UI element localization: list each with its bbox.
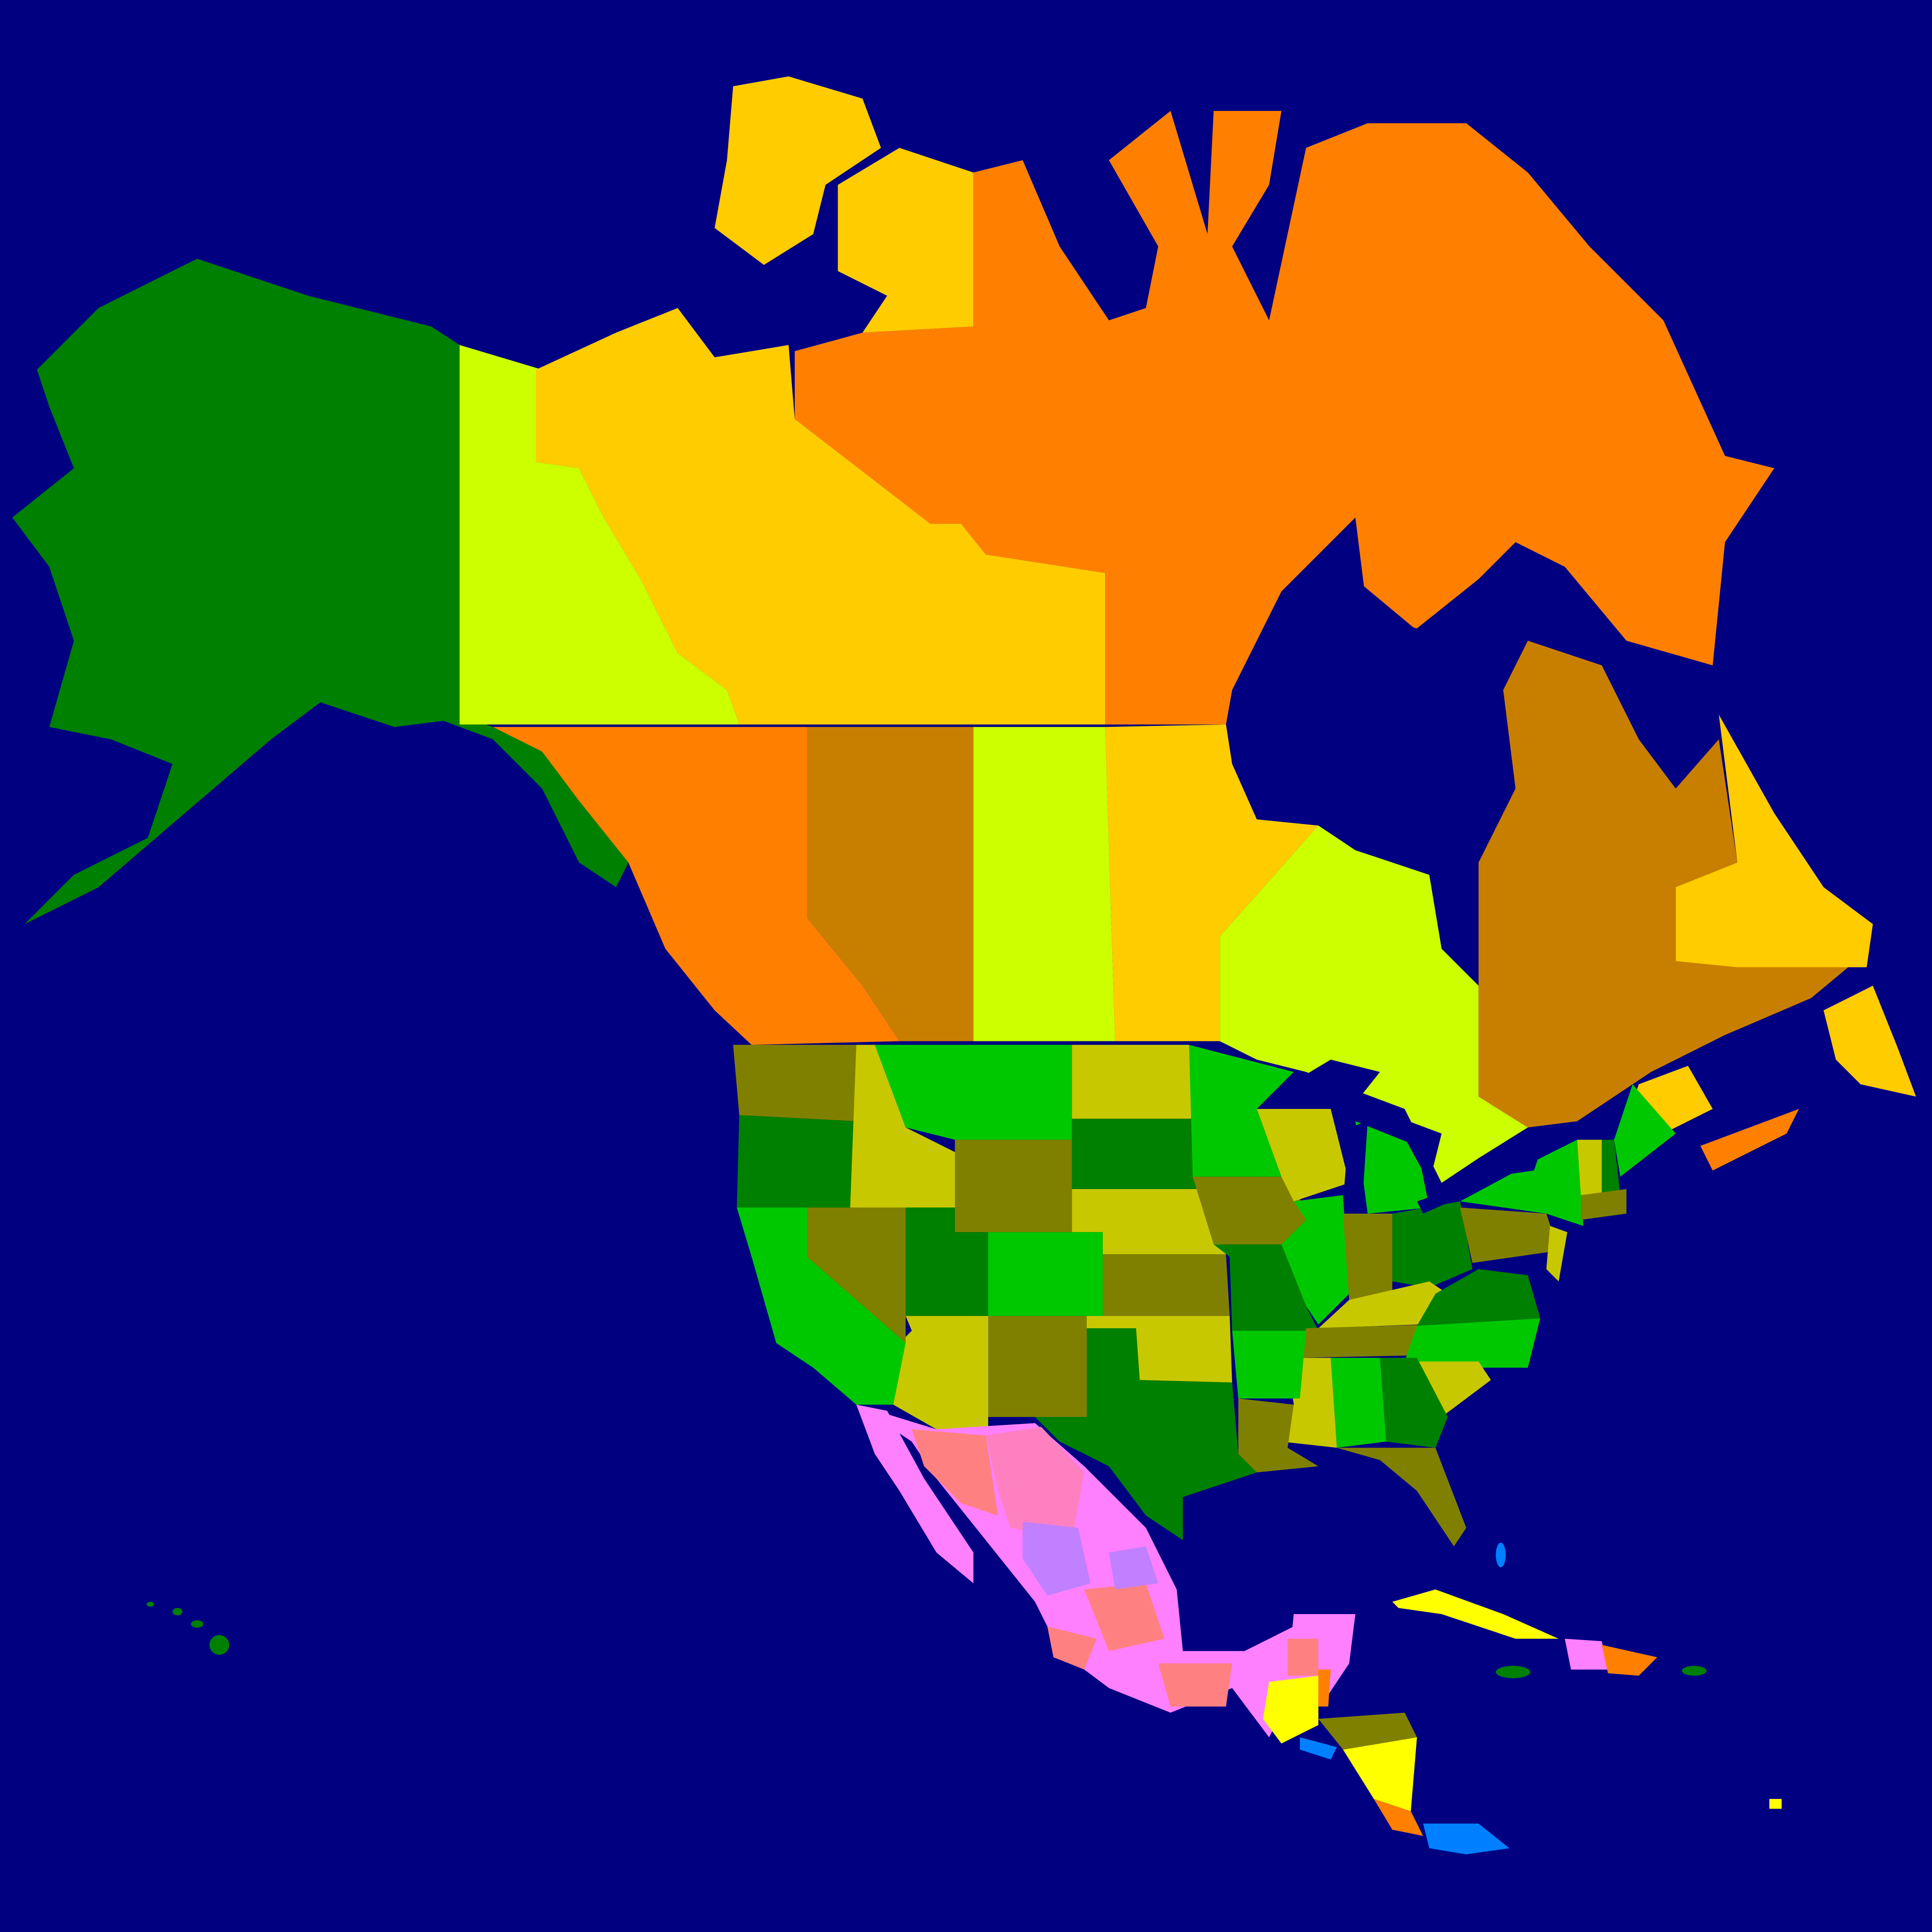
region-el-salvador <box>1299 1737 1337 1760</box>
region-wisconsin <box>1257 1109 1349 1201</box>
region-ontario <box>1220 825 1528 1183</box>
region-georgia <box>1380 1357 1448 1448</box>
region-maine <box>1614 1084 1676 1177</box>
region-washington <box>733 1045 857 1122</box>
region-minnesota <box>1189 1045 1294 1177</box>
region-quebec <box>1478 641 1849 1128</box>
region-colorado <box>988 1232 1103 1316</box>
region-british-columbia <box>492 727 899 1045</box>
region-north-carolina <box>1404 1318 1541 1368</box>
lake-erie <box>1417 1176 1491 1214</box>
region-cuba <box>1392 1589 1559 1639</box>
region-newfoundland <box>1824 985 1916 1097</box>
region-hawaii-maui <box>191 1620 204 1628</box>
region-haiti <box>1565 1639 1608 1670</box>
region-arkansas <box>1232 1331 1306 1399</box>
region-missouri <box>1214 1244 1319 1331</box>
region-hawaii-big-island <box>209 1635 229 1655</box>
region-tennessee <box>1299 1324 1430 1358</box>
region-oklahoma <box>1087 1316 1232 1382</box>
region-iowa <box>1192 1176 1306 1245</box>
lake-superior <box>1269 1059 1380 1109</box>
region-dominican-republic <box>1601 1645 1657 1676</box>
hudson-bay <box>1232 579 1522 961</box>
region-north-dakota <box>1072 1045 1193 1119</box>
region-montana <box>874 1045 1072 1140</box>
region-saskatchewan <box>973 727 1116 1041</box>
region-hawaii-oahu <box>172 1607 183 1616</box>
region-belize <box>1318 1669 1331 1707</box>
region-florida <box>1337 1448 1466 1547</box>
region-manitoba <box>1105 724 1319 1041</box>
lake-huron <box>1392 1115 1442 1183</box>
region-ohio <box>1392 1201 1473 1288</box>
region-bahamas <box>1496 1542 1506 1567</box>
region-alberta <box>807 727 974 1041</box>
region-mexico-bajio <box>1109 1546 1158 1590</box>
region-virginia <box>1417 1269 1541 1326</box>
region-honduras <box>1318 1713 1417 1750</box>
region-mexico-jalisco <box>1047 1626 1097 1670</box>
region-new-mexico <box>988 1316 1087 1417</box>
region-arctic-island-west <box>715 76 881 265</box>
region-illinois <box>1281 1195 1349 1325</box>
region-mexico-sonora <box>912 1429 998 1516</box>
region-wyoming <box>955 1140 1072 1232</box>
region-new-york <box>1460 1140 1583 1226</box>
region-alabama <box>1331 1357 1386 1448</box>
region-panama <box>1423 1824 1509 1855</box>
region-nebraska <box>1072 1189 1226 1255</box>
region-yukon <box>459 345 740 724</box>
lake-ontario <box>1491 1152 1541 1177</box>
region-costa-rica <box>1374 1799 1424 1836</box>
region-nova-scotia <box>1700 1109 1799 1171</box>
region-indiana <box>1343 1214 1392 1300</box>
region-massachusetts <box>1581 1189 1627 1220</box>
region-mexico-oaxaca <box>1158 1663 1232 1707</box>
region-oregon <box>737 1115 857 1208</box>
region-nicaragua <box>1343 1737 1417 1811</box>
region-south-dakota <box>1072 1118 1201 1189</box>
region-jamaica <box>1496 1666 1531 1678</box>
lake-michigan <box>1343 1121 1368 1214</box>
region-nevada <box>807 1208 906 1343</box>
region-nunavut <box>794 111 1774 724</box>
region-new-jersey <box>1546 1226 1567 1282</box>
region-puerto-rico <box>1682 1666 1707 1676</box>
region-hawaii-kauai <box>146 1601 154 1607</box>
region-campeche <box>1287 1639 1319 1676</box>
region-guatemala <box>1263 1675 1319 1744</box>
region-mexico-chihuahua <box>985 1426 1084 1541</box>
region-utah <box>906 1208 989 1316</box>
region-louisiana <box>1238 1398 1319 1473</box>
region-texas <box>1035 1328 1257 1541</box>
region-vermont <box>1577 1140 1602 1195</box>
region-northwest-territories <box>536 308 1106 724</box>
region-baja-california <box>856 1404 974 1583</box>
region-mexico-central <box>1084 1583 1165 1651</box>
region-south-carolina <box>1404 1361 1491 1417</box>
region-california <box>737 1208 906 1405</box>
region-alaska <box>12 258 629 924</box>
region-mexico-durango <box>1023 1522 1091 1596</box>
region-new-hampshire <box>1601 1140 1621 1195</box>
region-pennsylvania <box>1460 1208 1559 1263</box>
region-arctic-island-central <box>838 148 974 333</box>
region-labrador <box>1675 715 1873 967</box>
region-lesser-antilles <box>1769 1799 1782 1809</box>
region-kansas <box>1102 1254 1230 1316</box>
region-arizona <box>893 1316 989 1430</box>
region-idaho <box>850 1045 955 1208</box>
